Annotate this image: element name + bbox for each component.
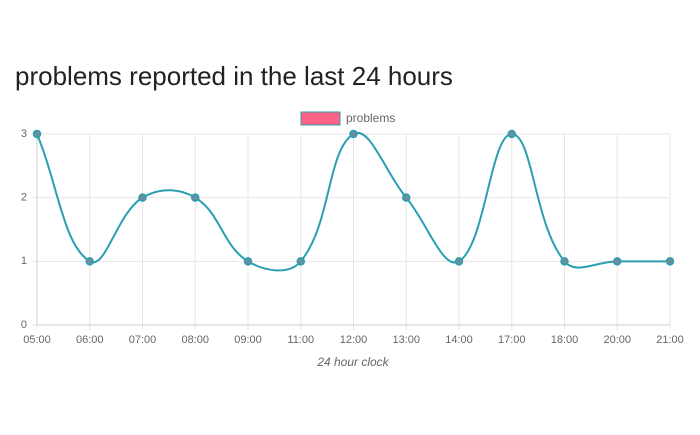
point (507, 129, 516, 139)
x-tick-label: 12:00 (340, 334, 368, 346)
x-tick-label: 13:00 (392, 334, 420, 346)
y-tick-label: 3 (21, 128, 27, 140)
x-tick-label: 11:00 (287, 334, 314, 346)
point (613, 257, 622, 266)
point (243, 257, 253, 266)
point (349, 129, 358, 139)
x-tick-label: 14:00 (445, 334, 473, 346)
point (665, 257, 675, 266)
x-tick-label: 06:00 (76, 334, 104, 346)
point (296, 257, 305, 266)
point (85, 257, 94, 266)
point (402, 193, 411, 202)
legend-label: problems (346, 111, 395, 125)
y-tick-label: 1 (21, 255, 27, 267)
point (560, 257, 569, 266)
point (138, 193, 147, 202)
point (32, 129, 42, 139)
x-tick-label: 21:00 (656, 334, 684, 346)
x-axis-label: 24 hour clock (316, 355, 389, 369)
point (191, 193, 200, 202)
x-tick-label: 07:00 (129, 334, 157, 346)
chart-title: problems reported in the last 24 hours (15, 61, 453, 91)
x-tick-label: 17:00 (498, 334, 526, 346)
y-tick-label: 2 (21, 192, 27, 204)
y-tick-label: 0 (21, 319, 27, 331)
x-tick-label: 20:00 (603, 334, 631, 346)
x-tick-label: 18:00 (551, 334, 579, 346)
point (454, 257, 464, 266)
x-tick-label: 09:00 (234, 334, 262, 346)
x-tick-label: 08:00 (181, 334, 209, 346)
x-tick-label: 05:00 (23, 334, 51, 346)
legend-swatch (300, 111, 341, 126)
